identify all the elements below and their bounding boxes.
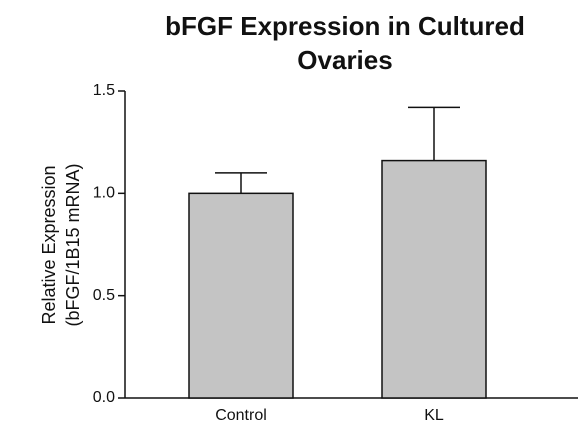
y-axis-label: (bFGF/1B15 mRNA) bbox=[63, 163, 83, 326]
x-tick-label: KL bbox=[424, 407, 444, 424]
chart-title: bFGF Expression in Cultured bbox=[165, 11, 525, 41]
y-tick-label: 0.0 bbox=[93, 389, 115, 406]
y-tick-label: 1.0 bbox=[93, 185, 115, 202]
y-tick-label: 1.5 bbox=[93, 82, 115, 99]
x-tick-label: Control bbox=[215, 407, 267, 424]
bar bbox=[188, 192, 294, 399]
chart-title: Ovaries bbox=[297, 45, 392, 75]
bar bbox=[381, 159, 487, 399]
y-tick-label: 0.5 bbox=[93, 287, 115, 304]
y-axis-label: Relative Expression bbox=[39, 165, 59, 324]
